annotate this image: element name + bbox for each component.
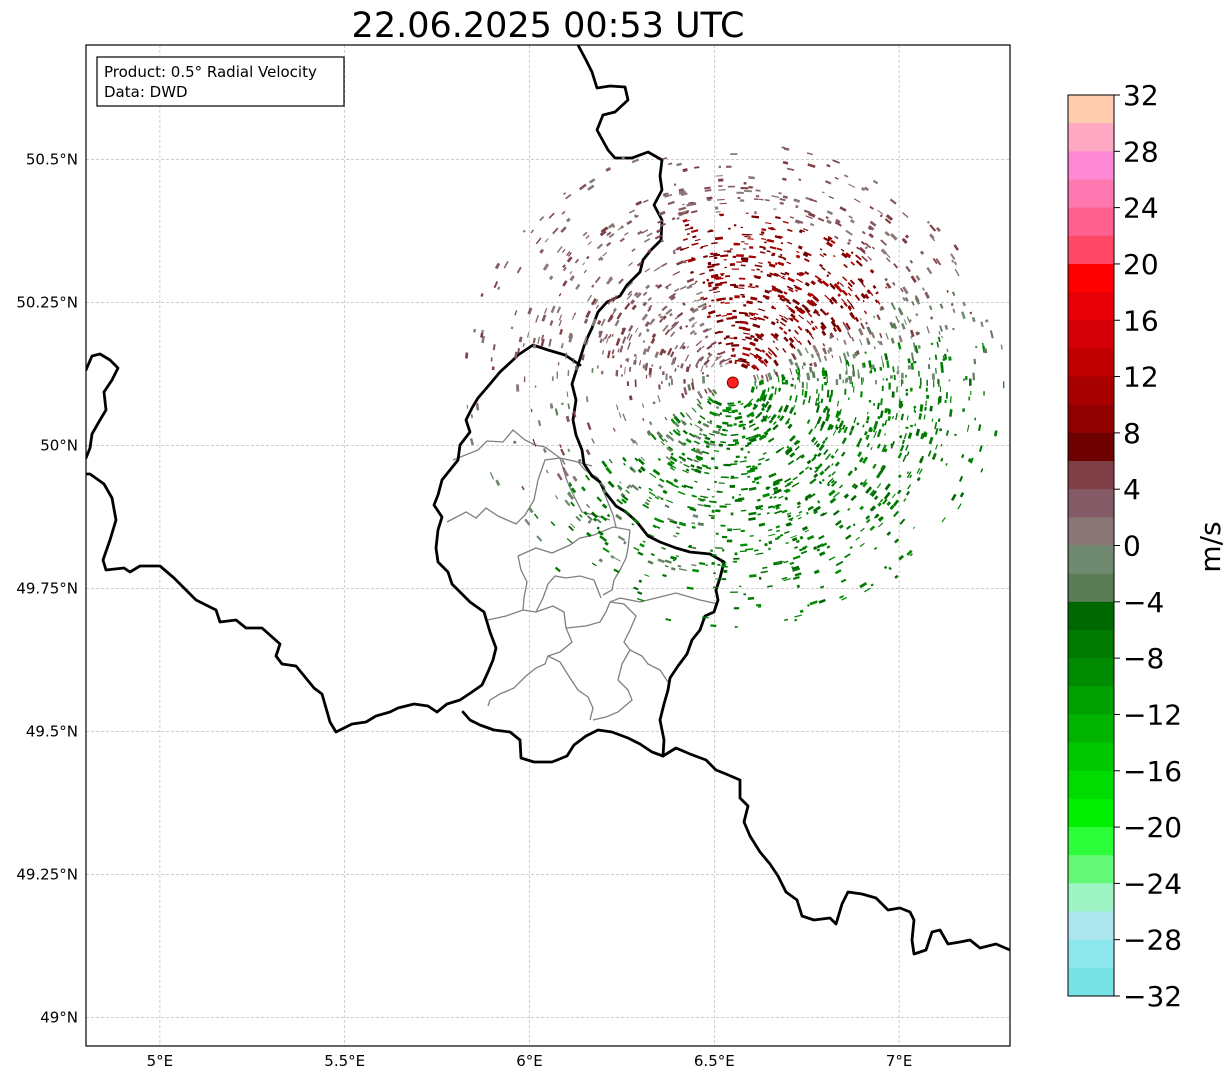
colorbar-segment <box>1068 545 1114 575</box>
colorbar-segment <box>1068 798 1114 828</box>
colorbar: 32 28 24 20 16 12 8 4 0 −4 −8 −12 −16 −20 −24 −28 −32 m/… <box>1067 79 1225 1013</box>
luxembourg-region-borders <box>446 429 719 721</box>
colorbar-ticks: 32 28 24 20 16 12 8 4 0 −4 −8 −12 −16 −20 −24 −28 −32 <box>1114 79 1182 1013</box>
national-borders <box>86 45 1010 956</box>
colorbar-segment <box>1068 827 1114 856</box>
colorbar-segment <box>1068 855 1114 884</box>
colorbar-segment <box>1068 263 1114 293</box>
colorbar-tick-label: 0 <box>1123 530 1141 563</box>
lat-tick-label: 50°N <box>40 436 78 454</box>
colorbar-tick-label: 16 <box>1123 304 1159 337</box>
map-title: 22.06.2025 00:53 UTC <box>351 6 745 46</box>
colorbar-segment <box>1068 939 1114 969</box>
colorbar-segment <box>1068 714 1114 744</box>
colorbar-segment <box>1068 658 1114 687</box>
colorbar-segment <box>1068 461 1114 490</box>
colorbar-segment <box>1068 95 1114 124</box>
colorbar-segment <box>1068 770 1114 800</box>
colorbar-segment <box>1068 432 1114 462</box>
colorbar-segment <box>1068 967 1114 997</box>
graticule-grid <box>86 45 1010 1046</box>
colorbar-segment <box>1068 292 1114 321</box>
colorbar-segment <box>1068 489 1114 518</box>
colorbar-tick-label: −28 <box>1123 924 1182 957</box>
longitude-tick-labels: 5°E 5.5°E 6°E 6.5°E 7°E <box>147 1052 913 1070</box>
colorbar-tick-label: −8 <box>1123 642 1164 675</box>
colorbar-segment <box>1068 348 1114 378</box>
colorbar-segment <box>1068 235 1114 265</box>
lon-tick-label: 5.5°E <box>324 1052 365 1070</box>
latitude-tick-labels: 50.5°N 50.25°N 50°N 49.75°N 49.5°N 49.25°N 49°… <box>16 150 78 1026</box>
lon-tick-label: 6.5°E <box>694 1052 735 1070</box>
colorbar-segment <box>1068 320 1114 349</box>
colorbar-tick-label: 20 <box>1123 248 1159 281</box>
colorbar-segment <box>1068 742 1114 772</box>
lat-tick-label: 49.75°N <box>16 579 78 597</box>
lon-tick-label: 6°E <box>516 1052 543 1070</box>
colorbar-tick-label: 8 <box>1123 417 1141 450</box>
lat-tick-label: 50.5°N <box>26 150 78 168</box>
lon-tick-label: 5°E <box>147 1052 174 1070</box>
colorbar-tick-label: −16 <box>1123 755 1182 788</box>
lat-tick-label: 50.25°N <box>16 293 78 311</box>
colorbar-segment <box>1068 911 1114 941</box>
info-product-text: Product: 0.5° Radial Velocity <box>104 63 317 81</box>
colorbar-segment <box>1068 207 1114 237</box>
radar-site-marker[interactable] <box>726 376 739 389</box>
colorbar-tick-label: −24 <box>1123 867 1182 900</box>
lat-tick-label: 49.25°N <box>16 865 78 883</box>
colorbar-segments <box>1068 95 1114 997</box>
colorbar-segment <box>1068 376 1114 406</box>
colorbar-tick-label: −20 <box>1123 811 1182 844</box>
colorbar-tick-label: 28 <box>1123 135 1159 168</box>
colorbar-segment <box>1068 123 1114 152</box>
info-box: Product: 0.5° Radial Velocity Data: DWD <box>96 56 345 107</box>
radar-velocity-echoes <box>465 146 1005 628</box>
colorbar-segment <box>1068 151 1114 180</box>
lat-tick-label: 49°N <box>40 1008 78 1026</box>
colorbar-tick-label: 12 <box>1123 361 1159 394</box>
colorbar-tick-label: −12 <box>1123 698 1182 731</box>
info-data-text: Data: DWD <box>104 83 188 101</box>
colorbar-tick-label: 4 <box>1123 473 1141 506</box>
colorbar-segment <box>1068 179 1114 209</box>
colorbar-tick-label: −32 <box>1123 980 1182 1013</box>
colorbar-segment <box>1068 517 1114 546</box>
colorbar-segment <box>1068 883 1114 913</box>
colorbar-tick-label: −4 <box>1123 586 1164 619</box>
lat-tick-label: 49.5°N <box>26 722 78 740</box>
colorbar-segment <box>1068 404 1114 434</box>
colorbar-segment <box>1068 686 1114 715</box>
colorbar-tick-label: 32 <box>1123 79 1159 112</box>
colorbar-segment <box>1068 629 1114 659</box>
colorbar-tick-label: 24 <box>1123 192 1159 225</box>
colorbar-unit-label: m/s <box>1194 521 1225 572</box>
lon-tick-label: 7°E <box>886 1052 913 1070</box>
map-frame-border <box>85 44 1011 1047</box>
colorbar-segment <box>1068 601 1114 631</box>
map-plot-area[interactable]: Product: 0.5° Radial Velocity Data: DWD <box>85 44 1011 1047</box>
colorbar-segment <box>1068 573 1114 603</box>
